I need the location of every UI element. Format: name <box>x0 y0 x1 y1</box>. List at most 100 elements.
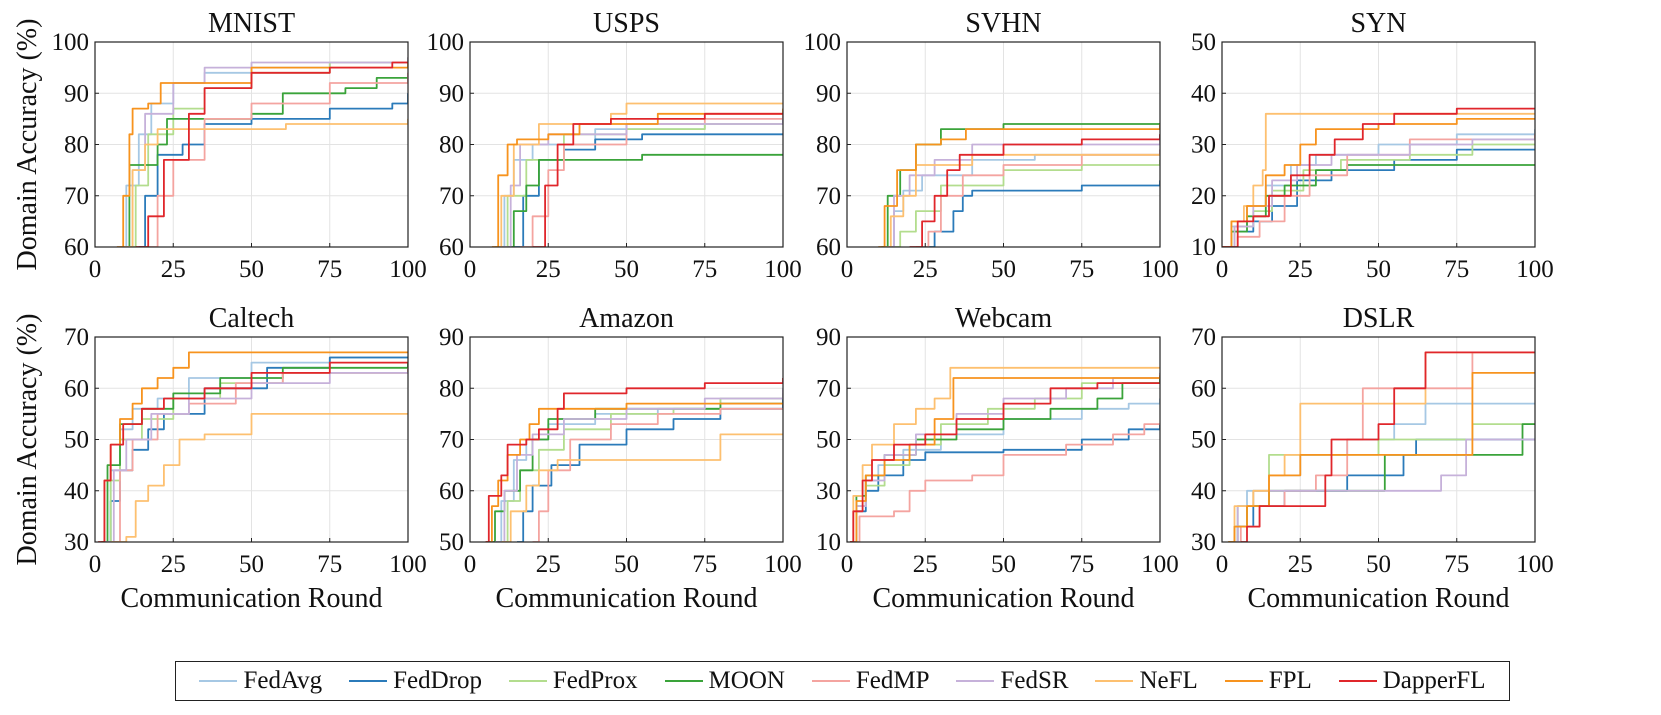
legend-label: NeFL <box>1139 667 1198 694</box>
series-line-fedmp <box>145 72 408 247</box>
chart-title: SYN <box>1350 8 1406 39</box>
legend-swatch <box>1224 680 1263 682</box>
x-tick-label: 50 <box>614 256 639 283</box>
series-line-fpl <box>491 108 783 247</box>
y-tick-label: 60 <box>439 234 464 261</box>
x-tick-label: 75 <box>692 551 717 578</box>
y-tick-label: 60 <box>64 375 89 402</box>
y-tick-label: 90 <box>64 80 89 107</box>
x-tick-label: 75 <box>1069 551 1094 578</box>
x-tick-label: 0 <box>464 256 477 283</box>
y-axis-label: Domain Accuracy (%) <box>12 19 43 271</box>
y-tick-label: 70 <box>64 183 89 210</box>
panel-syn: 0 25 50 75 100 10 20 30 40 50 SYN <box>1191 8 1554 283</box>
legend-swatch <box>956 680 995 682</box>
y-tick-label: 80 <box>64 132 89 159</box>
legend-item-feddrop: FedDrop <box>349 667 482 695</box>
y-tick-label: 70 <box>439 183 464 210</box>
legend-swatch <box>508 680 547 682</box>
x-tick-label: 50 <box>991 551 1016 578</box>
legend-label: FedSR <box>1000 667 1069 694</box>
series-line-dapperfl <box>485 378 783 542</box>
y-tick-label: 30 <box>816 478 841 505</box>
y-tick-label: 80 <box>439 132 464 159</box>
x-tick-label: 25 <box>913 551 938 578</box>
series-line-nefl <box>884 153 1160 247</box>
y-tick-label: 80 <box>816 132 841 159</box>
series-line-fedmp <box>853 423 1160 542</box>
y-tick-label: 70 <box>439 427 464 454</box>
series-line-dapperfl <box>1240 351 1535 542</box>
x-axis-label: Communication Round <box>120 583 382 614</box>
y-tick-label: 50 <box>1191 29 1216 56</box>
x-tick-label: 100 <box>389 551 427 578</box>
x-tick-label: 100 <box>764 551 802 578</box>
legend-item-fedavg: FedAvg <box>199 667 322 695</box>
y-tick-label: 90 <box>439 80 464 107</box>
legend-label: FedAvg <box>243 667 323 694</box>
series-line-fedmp <box>532 407 783 542</box>
legend-item-moon: MOON <box>664 667 785 695</box>
x-tick-label: 50 <box>1366 551 1391 578</box>
x-tick-label: 50 <box>991 256 1016 283</box>
series-line-moon <box>101 362 408 542</box>
legend-item-nefl: NeFL <box>1095 667 1198 695</box>
series-line-fedsr <box>1222 138 1535 247</box>
legend-item-fedmp: FedMP <box>811 667 930 695</box>
y-tick-label: 40 <box>1191 478 1216 505</box>
x-tick-label: 100 <box>1516 256 1554 283</box>
y-tick-label: 90 <box>816 324 841 351</box>
y-tick-label: 10 <box>816 529 841 556</box>
x-tick-label: 75 <box>317 551 342 578</box>
chart-title: MNIST <box>208 8 295 39</box>
x-tick-label: 50 <box>614 551 639 578</box>
legend-swatch <box>199 680 238 682</box>
legend-item-fpl: FPL <box>1224 667 1312 695</box>
y-axis-label: Domain Accuracy (%) <box>12 314 43 566</box>
x-axis-label: Communication Round <box>872 583 1134 614</box>
series-line-feddrop <box>104 356 408 542</box>
y-tick-label: 20 <box>1191 183 1216 210</box>
y-tick-label: 100 <box>427 29 465 56</box>
panel-webcam: 0 25 50 75 100 10 30 50 70 90 Webcam Communication … <box>816 303 1179 614</box>
series-line-fedsr <box>887 134 1160 247</box>
chart-title: Webcam <box>955 303 1052 334</box>
y-tick-label: 60 <box>64 234 89 261</box>
series-line-dapperfl <box>135 61 408 247</box>
y-tick-label: 30 <box>64 529 89 556</box>
y-tick-label: 30 <box>1191 132 1216 159</box>
x-tick-label: 0 <box>841 551 854 578</box>
series-line-dapperfl <box>1222 107 1535 247</box>
x-tick-label: 0 <box>89 551 102 578</box>
legend-label: DapperFL <box>1382 667 1486 694</box>
x-tick-label: 25 <box>536 256 561 283</box>
x-tick-label: 25 <box>1288 256 1313 283</box>
y-tick-label: 80 <box>439 375 464 402</box>
y-tick-label: 70 <box>816 183 841 210</box>
y-tick-label: 90 <box>816 80 841 107</box>
x-tick-label: 0 <box>1216 551 1229 578</box>
legend-item-dapperfl: DapperFL <box>1338 667 1486 695</box>
x-tick-label: 75 <box>692 256 717 283</box>
legend-swatch <box>1095 680 1134 682</box>
series-line-dapperfl <box>98 361 408 542</box>
chart-title: Amazon <box>579 303 674 334</box>
series-line-fpl <box>878 124 1160 247</box>
x-tick-label: 50 <box>239 256 264 283</box>
y-tick-label: 50 <box>64 427 89 454</box>
y-tick-label: 50 <box>439 529 464 556</box>
y-tick-label: 90 <box>439 324 464 351</box>
legend-label: FPL <box>1268 667 1312 694</box>
series-line-dapperfl <box>850 382 1160 542</box>
legend-label: FedDrop <box>393 667 482 694</box>
y-tick-label: 60 <box>1191 375 1216 402</box>
x-tick-label: 75 <box>1444 256 1469 283</box>
legend-label: FedMP <box>855 667 930 694</box>
y-tick-label: 60 <box>816 234 841 261</box>
series-line-fedsr <box>501 118 783 247</box>
x-tick-label: 0 <box>841 256 854 283</box>
chart-title: USPS <box>593 8 660 39</box>
x-tick-label: 25 <box>536 551 561 578</box>
y-tick-label: 50 <box>1191 427 1216 454</box>
